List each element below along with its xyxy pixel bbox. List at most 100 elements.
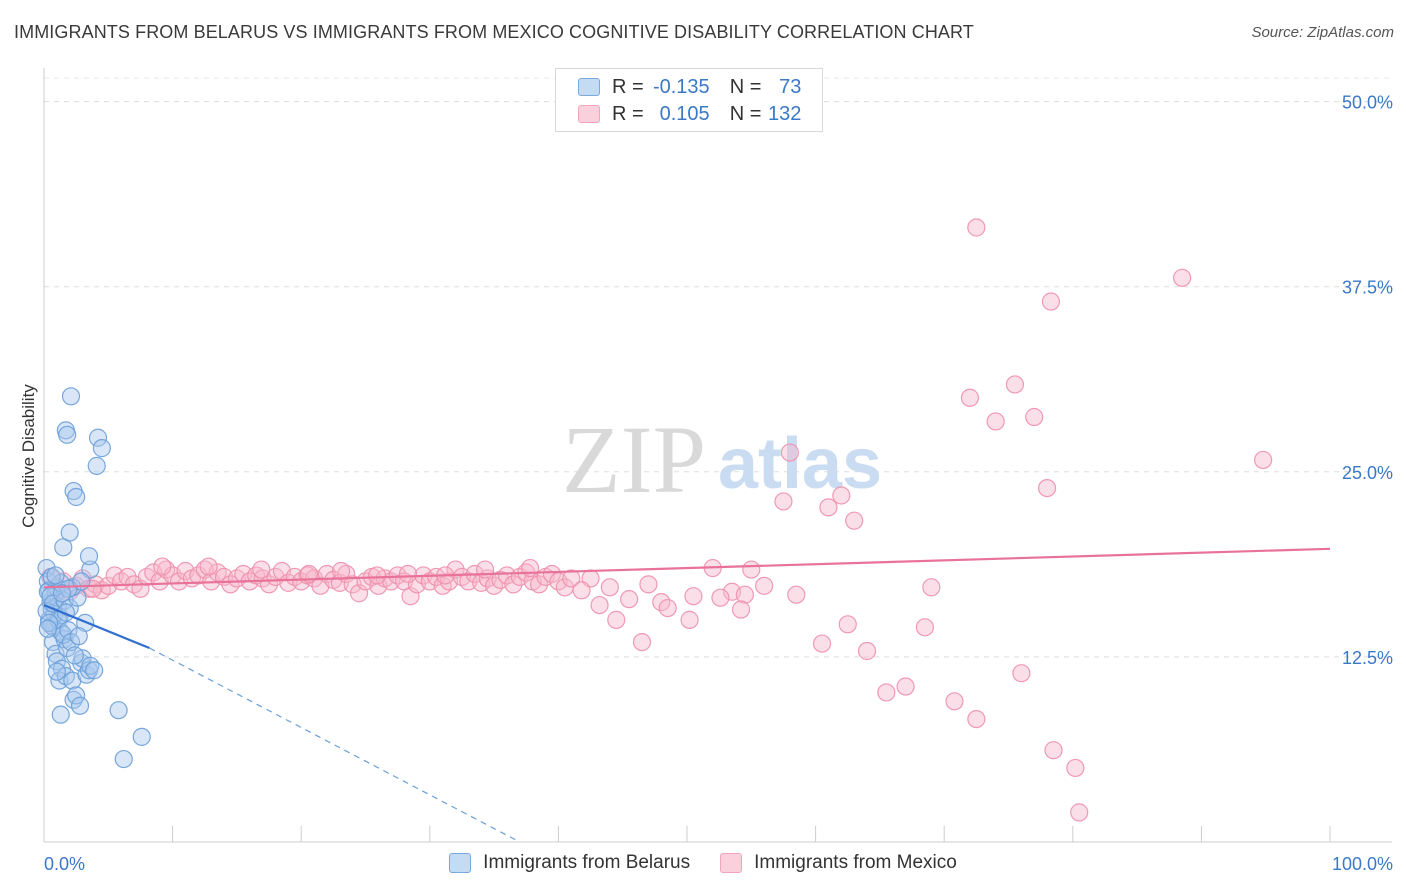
legend-label-belarus: Immigrants from Belarus [483,852,691,873]
mexico-point [542,564,562,584]
mexico-point [252,560,271,579]
belarus-point [67,487,86,507]
belarus-point [70,696,90,715]
mexico-point [986,412,1005,431]
legend-row-belarus: R = -0.135 N = 73 [578,74,801,100]
x-tick-label: 0.0% [44,854,85,874]
mexico-point [331,561,351,581]
trend-line-mexico [43,547,1331,589]
mexico-point [711,588,730,607]
mexico-point [1005,375,1025,394]
legend-n-value: 132 [768,102,802,125]
mexico-point [1066,758,1085,778]
belarus-point [38,619,57,638]
mexico-point [153,557,172,576]
belarus-point [46,566,65,585]
mexico-point [877,683,896,702]
mexico-point [1012,664,1031,683]
belarus-point [69,627,88,646]
mexico-point [731,600,751,619]
mexico-point [960,388,980,407]
mexico-point [838,615,857,634]
source-credit: Source: ZipAtlas.com [1251,24,1394,41]
belarus-point [60,523,79,542]
belarus-point [59,621,78,640]
mexico-point [774,492,793,511]
mexico-point [1254,450,1273,470]
legend-item-belarus[interactable]: Immigrants from Belarus [449,852,690,874]
watermark: ZIP atlas [562,406,882,513]
chart-title: IMMIGRANTS FROM BELARUS VS IMMIGRANTS FR… [14,22,974,42]
mexico-point [398,564,418,584]
mexico-point [1037,478,1057,498]
y-tick-label: 37.5% [1342,278,1393,298]
legend-swatch-belarus [449,853,472,873]
legend-n-value: 73 [779,75,802,98]
legend-swatch-belarus [578,78,600,96]
mexico-point [590,595,609,615]
mexico-point [755,576,774,595]
belarus-point [65,646,84,665]
mexico-point [680,610,699,629]
y-tick-label: 50.0% [1342,93,1393,113]
belarus-point [67,686,86,705]
belarus-point [109,701,128,720]
mexico-point [600,578,619,597]
mexico-point [1041,292,1061,311]
mexico-point [367,566,387,585]
mexico-point [562,569,581,588]
data-points [37,218,1273,822]
belarus-point [92,439,111,458]
mexico-point [504,575,523,594]
mexico-point [896,677,915,696]
belarus-point [132,727,151,746]
mexico-point [658,598,677,618]
mexico-point [1173,268,1192,287]
legend-r-label: R = [612,102,644,125]
belarus-point [114,749,133,769]
mexico-point [845,511,864,530]
mexico-point [857,641,877,661]
trend-line-belarus-extension [149,647,521,843]
axes [43,68,1392,843]
mexico-point [832,486,851,505]
mexico-point [349,584,369,603]
legend-label-mexico: Immigrants from Mexico [754,852,957,873]
legend-r-label: R = [612,75,644,98]
belarus-point [61,387,81,406]
mexico-point [607,610,626,629]
x-tick-label: 100.0% [1332,854,1393,874]
y-axis-label: Cognitive Disability [19,384,38,528]
legend-n-label: N = [729,75,762,98]
mexico-point [780,443,799,462]
mexico-point [684,587,703,606]
legend-n-label: N = [729,102,762,125]
mexico-point [742,560,761,579]
watermark-atlas: atlas [718,424,882,504]
mexico-point [945,692,964,711]
belarus-point [51,705,70,724]
legend-swatch-mexico [720,853,743,873]
belarus-point [85,661,104,680]
mexico-point [812,634,832,653]
legend-r-value: 0.105 [659,102,710,125]
y-tick-label: 12.5% [1342,648,1393,668]
watermark-zip: ZIP [562,406,706,513]
mexico-point [787,585,806,604]
trend-line-belarus [43,604,150,650]
mexico-point [401,587,420,606]
mexico-point [530,575,549,594]
legend-row-mexico: R = 0.105 N = 132 [578,101,801,127]
mexico-point [735,585,754,604]
belarus-point [40,613,59,632]
mexico-point [1044,741,1063,760]
mexico-point [572,581,591,600]
legend-item-mexico[interactable]: Immigrants from Mexico [720,852,957,874]
mexico-point [1070,803,1089,822]
mexico-point [620,590,639,609]
legend-swatch-mexico [578,105,600,123]
mexico-point [915,618,935,637]
belarus-point [58,425,77,444]
belarus-point [88,428,108,447]
